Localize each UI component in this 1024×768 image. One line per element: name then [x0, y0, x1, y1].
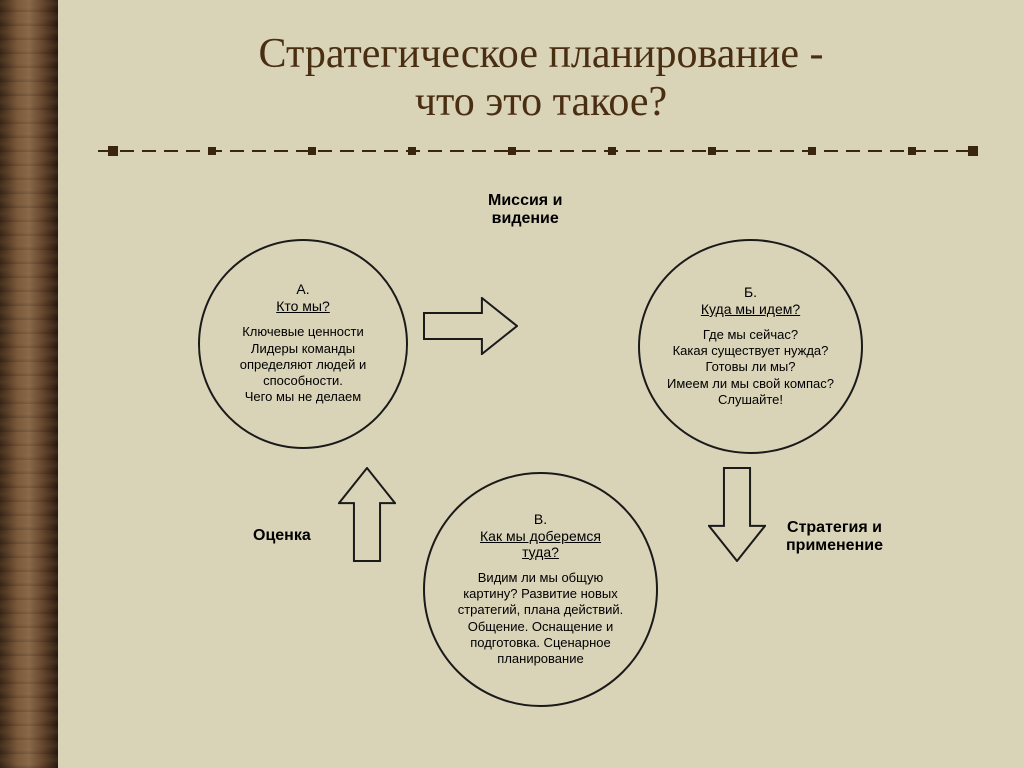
page-title: Стратегическое планирование - что это та…: [98, 30, 984, 127]
node-how-get-there: В. Как мы доберемсятуда? Видим ли мы общ…: [423, 472, 658, 707]
node-b-body: Где мы сейчас?Какая существует нужда?Гот…: [667, 327, 834, 408]
decorative-border: [0, 0, 58, 768]
node-a-title: Кто мы?: [276, 298, 330, 314]
node-c-letter: В.: [534, 511, 547, 527]
node-who-are-we: А. Кто мы? Ключевые ценностиЛидеры коман…: [198, 239, 408, 449]
divider: [98, 145, 984, 157]
title-line2: что это такое?: [415, 79, 667, 125]
node-where-going: Б. Куда мы идем? Где мы сейчас?Какая сущ…: [638, 239, 863, 454]
node-c-body: Видим ли мы общуюкартину? Развитие новых…: [458, 570, 624, 668]
node-a-body: Ключевые ценностиЛидеры командыопределяю…: [240, 324, 366, 405]
arrow-b-to-c: [708, 467, 766, 562]
node-b-letter: Б.: [744, 284, 757, 300]
node-a-letter: А.: [296, 281, 309, 297]
node-b-title: Куда мы идем?: [701, 301, 800, 317]
arrow-a-to-b: [423, 297, 518, 355]
arrow-c-to-a: [338, 467, 396, 562]
node-c-title: Как мы доберемсятуда?: [480, 528, 601, 560]
label-evaluation: Оценка: [253, 527, 311, 545]
title-line1: Стратегическое планирование -: [259, 31, 824, 77]
slide-content: Стратегическое планирование - что это та…: [58, 0, 1024, 768]
label-mission-vision: Миссия ивидение: [488, 192, 562, 228]
label-strategy: Стратегия иприменение: [786, 519, 883, 555]
diagram: Миссия ивидение Оценка Стратегия ипримен…: [98, 167, 984, 727]
